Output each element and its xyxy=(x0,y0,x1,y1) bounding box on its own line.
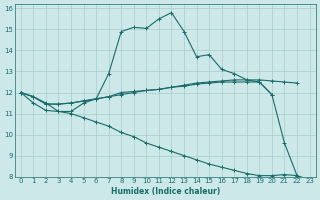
X-axis label: Humidex (Indice chaleur): Humidex (Indice chaleur) xyxy=(111,187,220,196)
